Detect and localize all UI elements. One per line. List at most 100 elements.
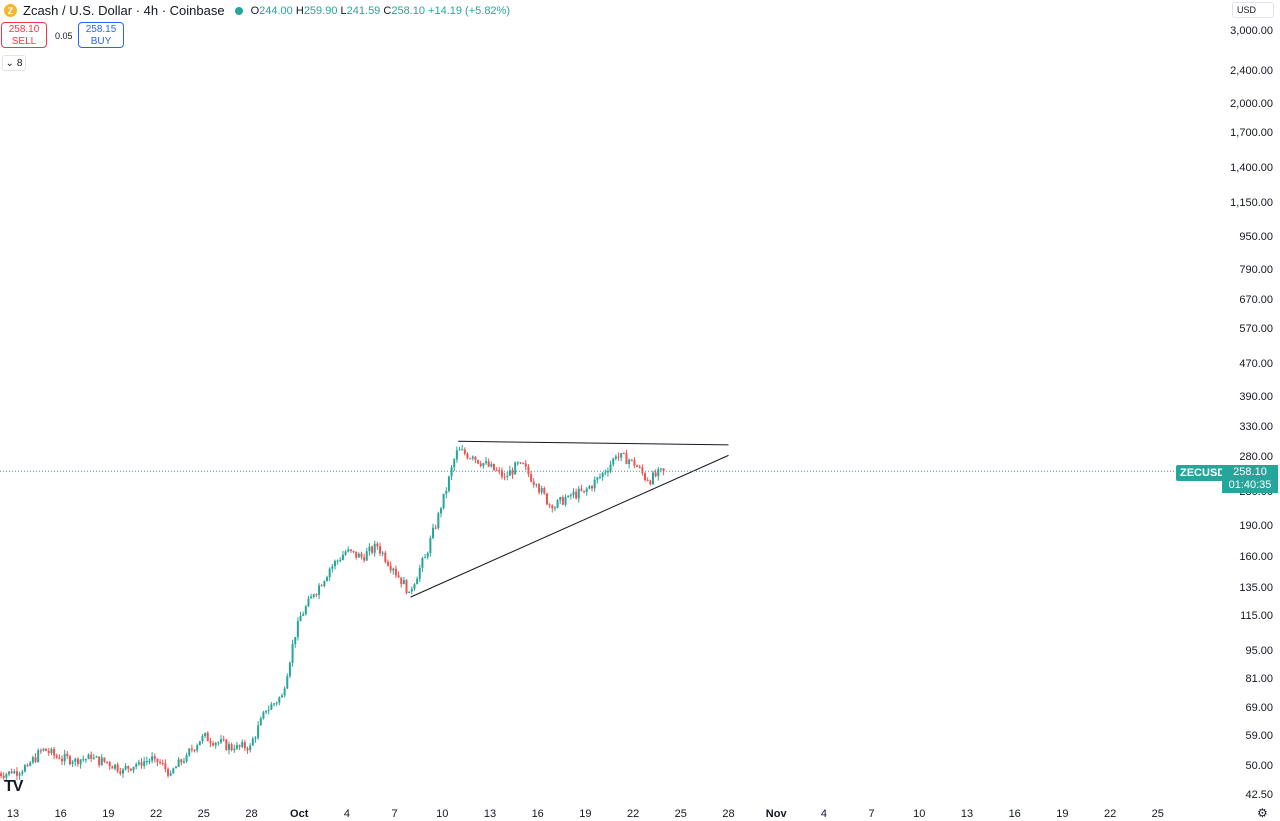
currency-selector[interactable]: USD (1232, 2, 1274, 18)
candle-body (217, 742, 220, 744)
candle-body (445, 490, 448, 494)
candle-body (246, 748, 249, 751)
candle-body (432, 527, 435, 539)
candle-body (66, 753, 69, 757)
candle-body (47, 750, 50, 754)
candle-body (63, 753, 66, 762)
candle-body (320, 585, 323, 587)
candle-body (559, 497, 562, 501)
candle-body (315, 594, 318, 596)
candle-body (68, 756, 71, 764)
candle-body (304, 606, 307, 615)
candle-body (416, 578, 419, 585)
time-tick: 10 (436, 808, 449, 820)
candle-body (609, 464, 612, 472)
candle-body (159, 761, 162, 763)
candle-body (553, 507, 556, 509)
candle-body (567, 495, 570, 498)
candle-body (280, 695, 283, 698)
chart-area[interactable] (0, 0, 1222, 800)
candle-body (339, 559, 342, 561)
candle-body (251, 738, 254, 746)
time-tick: 22 (626, 808, 640, 820)
time-tick: 19 (579, 808, 592, 820)
candle-body (76, 758, 79, 765)
candle-body (355, 551, 358, 558)
candle-body (233, 748, 236, 751)
candle-body (8, 771, 11, 775)
candle-body (477, 460, 480, 464)
symbol-title[interactable]: Zcash / U.S. Dollar · 4h · Coinbase (23, 3, 225, 18)
candle-body (405, 580, 408, 594)
candle-body (87, 754, 90, 760)
candle-body (461, 449, 464, 451)
settings-gear-icon[interactable]: ⚙ (1257, 806, 1268, 820)
price-tick: 280.00 (1239, 450, 1273, 463)
indicators-toggle-button[interactable]: ⌄ 8 (2, 55, 26, 71)
candle-body (209, 741, 212, 744)
time-tick: 7 (868, 808, 875, 820)
price-chart[interactable] (0, 0, 1222, 800)
candle-body (312, 594, 315, 597)
candle-body (384, 552, 387, 562)
candle-body (212, 743, 215, 746)
candle-body (34, 757, 37, 762)
candle-body (71, 761, 74, 764)
candle-body (53, 748, 56, 756)
candle-body (174, 766, 177, 769)
candle-body (421, 558, 424, 568)
candle-body (413, 584, 416, 589)
candle-body (402, 580, 405, 585)
candle-body (328, 568, 331, 578)
candle-body (129, 768, 132, 771)
candle-body (302, 614, 305, 616)
price-tick: 115.00 (1240, 610, 1273, 623)
candle-body (379, 546, 382, 554)
candle-body (519, 462, 522, 464)
candle-body (614, 456, 617, 459)
candle-body (204, 732, 207, 737)
price-tick: 390.00 (1239, 391, 1273, 404)
candle-body (124, 765, 127, 770)
candle-body (500, 470, 503, 477)
zcash-coin-icon: Z (4, 4, 17, 17)
candle-body (214, 742, 217, 746)
price-axis[interactable]: 3,000.00 2,400.00 2,000.00 1,700.00 1,400.00… (1222, 0, 1280, 801)
time-tick: 25 (1151, 808, 1164, 820)
candle-body (591, 486, 594, 489)
sell-button[interactable]: 258.10 SELL (1, 22, 47, 48)
candle-body (651, 472, 654, 485)
candle-body (275, 702, 278, 704)
candle-body (296, 621, 299, 638)
candle-body (381, 552, 384, 554)
sell-label: SELL (11, 36, 37, 47)
candle-body (323, 581, 326, 586)
candle-body (538, 484, 541, 493)
candle-body (508, 470, 511, 476)
candle-body (360, 553, 363, 558)
candle-body (220, 739, 223, 743)
candle-body (58, 757, 61, 759)
time-tick: 28 (245, 808, 258, 820)
time-axis[interactable]: 13 16 19 22 25 28 Oct 4 7 10 13 16 19 22 25 28 Nov 4 7 10 13… (0, 800, 1222, 821)
candle-body (654, 472, 657, 477)
candle-body (545, 493, 548, 505)
candle-body (291, 644, 294, 663)
buy-button[interactable]: 258.15 BUY (78, 22, 124, 48)
candle-body (288, 662, 291, 677)
candle-body (31, 757, 34, 763)
candle-body (503, 476, 506, 478)
candle-body (527, 466, 530, 475)
candle-body (585, 488, 588, 492)
candle-body (106, 761, 109, 763)
candle-body (495, 470, 498, 472)
price-tick: 160.00 (1239, 551, 1273, 564)
candle-body (230, 744, 233, 751)
candle-body (26, 765, 29, 767)
candle-body (42, 748, 45, 751)
candle-body (140, 762, 143, 766)
candle-body (135, 764, 138, 767)
tradingview-logo-icon[interactable]: TV (4, 778, 23, 795)
candle-body (164, 763, 167, 769)
candle-body (408, 591, 411, 594)
